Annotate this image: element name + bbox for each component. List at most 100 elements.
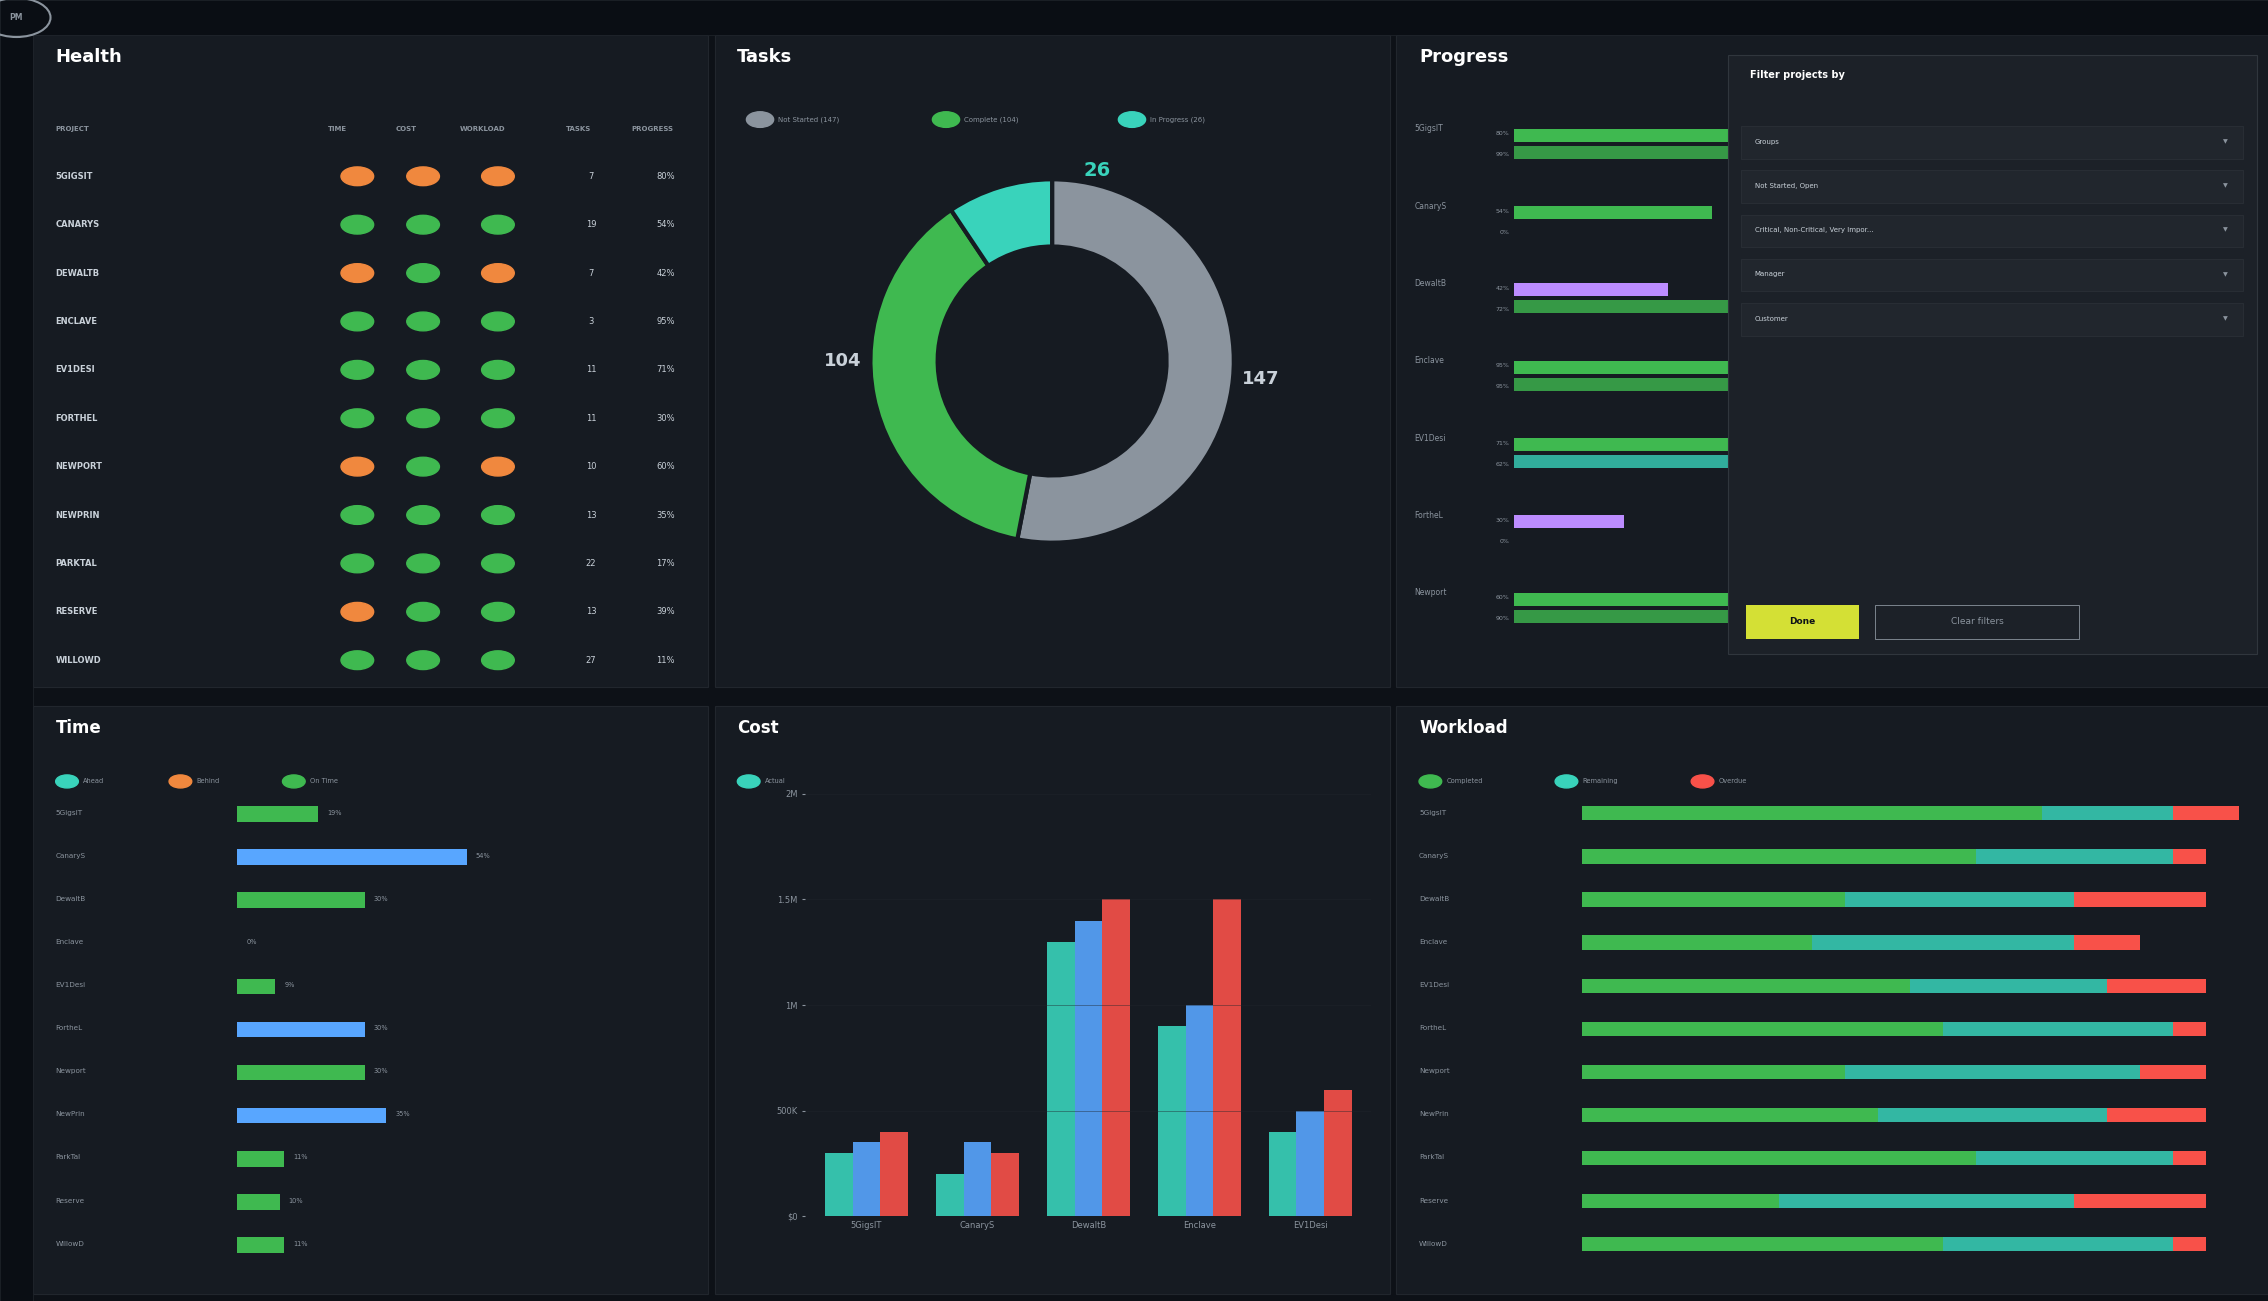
Text: On Time: On Time — [311, 778, 338, 785]
Bar — [1515, 129, 1808, 142]
Text: Overdue: Overdue — [1719, 778, 1746, 785]
Bar — [2075, 892, 2207, 907]
Bar — [714, 706, 1390, 1294]
Bar — [1583, 850, 1975, 864]
Bar — [2141, 1064, 2207, 1079]
Text: Not Started, Open: Not Started, Open — [1755, 183, 1819, 189]
Text: CanaryS: CanaryS — [1420, 852, 1449, 859]
Text: 35%: 35% — [655, 510, 676, 519]
Text: 90%: 90% — [1497, 617, 1510, 622]
Circle shape — [406, 215, 440, 234]
Bar — [1583, 978, 1910, 993]
Circle shape — [1556, 775, 1579, 788]
Bar — [2173, 850, 2207, 864]
Bar — [34, 687, 2268, 706]
Circle shape — [481, 650, 515, 670]
Bar — [2107, 1108, 2207, 1123]
Text: ▼: ▼ — [2223, 316, 2227, 321]
Bar — [1583, 892, 1844, 907]
Bar — [1583, 807, 2041, 821]
Text: Reserve: Reserve — [1420, 1197, 1449, 1203]
Text: Planned: Planned — [873, 778, 900, 785]
Bar — [964, 1142, 991, 1216]
Text: 95%: 95% — [1497, 363, 1510, 368]
Bar — [0, 0, 2268, 35]
Text: ▼: ▼ — [2223, 183, 2227, 189]
Text: Newport: Newport — [1415, 588, 1447, 597]
Text: 54%: 54% — [655, 220, 676, 229]
Circle shape — [406, 602, 440, 621]
Bar — [1268, 1132, 1297, 1216]
Circle shape — [1118, 112, 1145, 127]
Circle shape — [481, 409, 515, 428]
Circle shape — [737, 775, 760, 788]
Circle shape — [406, 312, 440, 330]
Bar — [2173, 807, 2239, 821]
Bar — [1583, 1064, 1844, 1079]
Text: 11%: 11% — [655, 656, 676, 665]
Circle shape — [340, 167, 374, 186]
Text: FORTHEL: FORTHEL — [57, 414, 98, 423]
Circle shape — [340, 602, 374, 621]
Circle shape — [340, 264, 374, 282]
Text: Completed: Completed — [1447, 778, 1483, 785]
Text: 60%: 60% — [655, 462, 676, 471]
Bar — [1297, 1111, 1325, 1216]
Bar — [2107, 978, 2207, 993]
Text: PM: PM — [9, 13, 23, 22]
Circle shape — [57, 775, 79, 788]
Text: 11: 11 — [585, 414, 596, 423]
Circle shape — [406, 506, 440, 524]
Bar — [1583, 1237, 1944, 1252]
Circle shape — [406, 409, 440, 428]
Bar — [1157, 1026, 1186, 1216]
Circle shape — [170, 775, 193, 788]
Text: EV1Desi: EV1Desi — [1415, 433, 1447, 442]
Text: EV1Desi: EV1Desi — [57, 982, 86, 987]
Text: 80%: 80% — [655, 172, 676, 181]
Text: 5GigsIT: 5GigsIT — [1415, 124, 1442, 133]
Bar — [238, 1194, 279, 1210]
Text: 11%: 11% — [293, 1154, 308, 1160]
Bar — [1102, 899, 1129, 1216]
Text: 22: 22 — [585, 559, 596, 569]
Circle shape — [340, 506, 374, 524]
Text: Not Started (147): Not Started (147) — [778, 116, 839, 122]
Bar — [1515, 284, 1667, 297]
Text: Enclave: Enclave — [1415, 356, 1445, 366]
Bar — [1742, 215, 2243, 247]
Bar — [1186, 1006, 1213, 1216]
Text: 7: 7 — [587, 172, 594, 181]
Bar — [1515, 146, 1876, 159]
Bar — [1910, 978, 2107, 993]
Text: Filter projects by: Filter projects by — [1751, 70, 1846, 81]
Circle shape — [340, 650, 374, 670]
Text: 11: 11 — [585, 366, 596, 375]
Circle shape — [481, 506, 515, 524]
Text: 95%: 95% — [655, 317, 676, 327]
Text: 5GigsIT: 5GigsIT — [1420, 809, 1447, 816]
Text: Critical, Non-Critical, Very Impor...: Critical, Non-Critical, Very Impor... — [1755, 228, 1873, 233]
Text: 62%: 62% — [1497, 462, 1510, 467]
Bar — [1515, 377, 1862, 390]
Text: Progress: Progress — [1420, 48, 1508, 66]
Text: TASKS: TASKS — [567, 126, 592, 131]
Text: FortheL: FortheL — [1420, 1025, 1447, 1032]
Bar — [1515, 206, 1712, 219]
Text: ParkTal: ParkTal — [1420, 1154, 1445, 1160]
Text: 99%: 99% — [1497, 152, 1510, 157]
Bar — [238, 892, 365, 908]
Text: CANARYS: CANARYS — [57, 220, 100, 229]
Text: Enclave: Enclave — [57, 939, 84, 945]
Text: RESERVE: RESERVE — [57, 608, 98, 617]
Text: Health: Health — [57, 48, 122, 66]
Text: NewPrin: NewPrin — [57, 1111, 86, 1118]
Text: Complete (104): Complete (104) — [964, 116, 1018, 122]
Bar — [1397, 35, 2268, 687]
Wedge shape — [950, 180, 1052, 265]
Text: DewaltB: DewaltB — [1415, 278, 1447, 288]
Text: Customer: Customer — [1755, 316, 1789, 321]
Circle shape — [746, 112, 773, 127]
Bar — [238, 1237, 284, 1253]
Bar — [1728, 55, 2257, 654]
